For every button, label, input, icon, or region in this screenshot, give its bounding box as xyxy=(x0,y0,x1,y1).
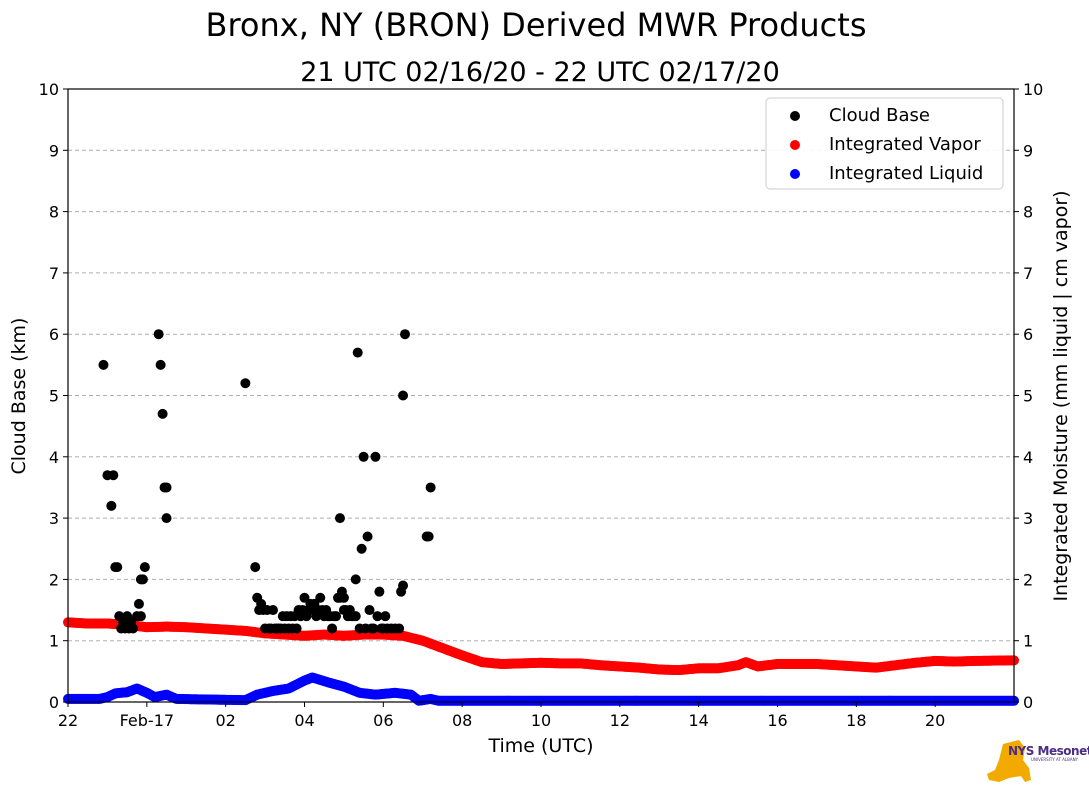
y-tick-label-left: 6 xyxy=(49,325,59,344)
y-tick-label-left: 0 xyxy=(49,693,59,712)
y-tick-label-right: 8 xyxy=(1023,203,1033,222)
cloud-base-point xyxy=(350,611,361,622)
cloud-base-point xyxy=(398,390,409,401)
cloud-base-point xyxy=(128,623,139,634)
y-tick-label-right: 6 xyxy=(1023,325,1033,344)
series-cloud-base xyxy=(98,329,436,634)
cloud-base-point xyxy=(380,611,391,622)
x-tick-label: 08 xyxy=(452,711,472,730)
grid-lines xyxy=(68,149,1014,642)
chart-subtitle: 21 UTC 02/16/20 - 22 UTC 02/17/20 xyxy=(300,57,780,88)
cloud-base-point xyxy=(161,513,172,524)
cloud-base-point xyxy=(372,611,383,622)
series-integrated-liquid xyxy=(63,672,1019,706)
cloud-base-point xyxy=(368,623,379,634)
cloud-base-point xyxy=(137,574,148,585)
y-axis-label-left: Cloud Base (km) xyxy=(8,318,30,475)
chart-title: Bronx, NY (BRON) Derived MWR Products xyxy=(206,6,867,44)
x-tick-label: 14 xyxy=(688,711,708,730)
y-tick-label-left: 4 xyxy=(49,448,59,467)
cloud-base-point xyxy=(139,562,150,573)
cloud-base-point xyxy=(338,592,349,603)
cloud-base-point xyxy=(423,531,434,542)
y-tick-label-right: 10 xyxy=(1023,80,1043,99)
legend-marker-integrated-vapor xyxy=(790,140,800,150)
cloud-base-point xyxy=(400,329,411,340)
y-tick-label-left: 5 xyxy=(49,387,59,406)
cloud-base-point xyxy=(153,329,164,340)
y-tick-label-left: 8 xyxy=(49,203,59,222)
cloud-base-point xyxy=(398,580,409,591)
cloud-base-point xyxy=(267,605,278,616)
cloud-base-point xyxy=(240,378,251,389)
y-tick-label-right: 1 xyxy=(1023,632,1033,651)
series-integrated-vapor xyxy=(63,617,1019,676)
y-tick-label-left: 9 xyxy=(49,141,59,160)
cloud-base-point xyxy=(327,623,338,634)
y-tick-label-left: 2 xyxy=(49,570,59,589)
y-tick-label-right: 5 xyxy=(1023,387,1033,406)
logo-text: NYS Mesonet xyxy=(1008,744,1089,758)
cloud-base-point xyxy=(350,574,361,585)
x-tick-label: Feb-17 xyxy=(120,711,174,730)
cloud-base-point xyxy=(352,347,363,358)
new-york-state-icon xyxy=(987,740,1031,782)
legend-marker-integrated-liquid xyxy=(790,169,800,179)
cloud-base-point xyxy=(356,543,367,554)
legend-label-integrated-liquid: Integrated Liquid xyxy=(829,163,983,184)
cloud-base-point xyxy=(250,562,261,573)
x-tick-label: 12 xyxy=(610,711,630,730)
x-tick-label: 06 xyxy=(373,711,393,730)
y-tick-label-left: 7 xyxy=(49,264,59,283)
cloud-base-point xyxy=(112,562,123,573)
x-tick-label: 22 xyxy=(58,711,78,730)
y-tick-label-right: 2 xyxy=(1023,570,1033,589)
legend-marker-cloud-base xyxy=(790,111,800,121)
x-tick-label: 02 xyxy=(215,711,235,730)
y-tick-label-right: 0 xyxy=(1023,693,1033,712)
cloud-base-point xyxy=(370,451,381,462)
cloud-base-point xyxy=(135,611,146,622)
cloud-base-point xyxy=(155,359,166,370)
x-axis-label: Time (UTC) xyxy=(487,735,593,757)
y-tick-label-left: 1 xyxy=(49,632,59,651)
legend-label-integrated-vapor: Integrated Vapor xyxy=(829,134,981,155)
x-tick-label: 16 xyxy=(767,711,787,730)
cloud-base-point xyxy=(161,482,172,493)
legend: Cloud Base Integrated Vapor Integrated L… xyxy=(765,97,1004,190)
legend-box xyxy=(765,97,1004,190)
x-tick-label: 20 xyxy=(925,711,945,730)
nys-mesonet-logo xyxy=(987,740,1031,782)
cloud-base-point xyxy=(364,605,375,616)
y-tick-label-right: 3 xyxy=(1023,509,1033,528)
y-axis-label-right: Integrated Moisture (mm liquid | cm vapo… xyxy=(1050,190,1072,601)
cloud-base-point xyxy=(106,500,117,511)
y-tick-label-right: 9 xyxy=(1023,141,1033,160)
cloud-base-point xyxy=(334,513,345,524)
logo-subtext: UNIVERSITY AT ALBANY xyxy=(1031,757,1079,762)
cloud-base-point xyxy=(315,592,326,603)
cloud-base-point xyxy=(98,359,109,370)
cloud-base-point xyxy=(331,611,342,622)
y-tick-label-left: 10 xyxy=(39,80,59,99)
cloud-base-point xyxy=(157,408,168,419)
cloud-base-point xyxy=(291,623,302,634)
x-tick-label: 04 xyxy=(294,711,314,730)
y-tick-label-right: 7 xyxy=(1023,264,1033,283)
cloud-base-point xyxy=(358,451,369,462)
x-tick-label: 18 xyxy=(846,711,866,730)
x-tick-label: 10 xyxy=(531,711,551,730)
cloud-base-point xyxy=(108,470,119,481)
cloud-base-point xyxy=(374,586,385,597)
cloud-base-point xyxy=(133,598,144,609)
cloud-base-point xyxy=(425,482,436,493)
cloud-base-point xyxy=(362,531,373,542)
y-tick-label-left: 3 xyxy=(49,509,59,528)
legend-label-cloud-base: Cloud Base xyxy=(829,105,930,126)
cloud-base-point xyxy=(394,623,405,634)
y-tick-label-right: 4 xyxy=(1023,448,1033,467)
